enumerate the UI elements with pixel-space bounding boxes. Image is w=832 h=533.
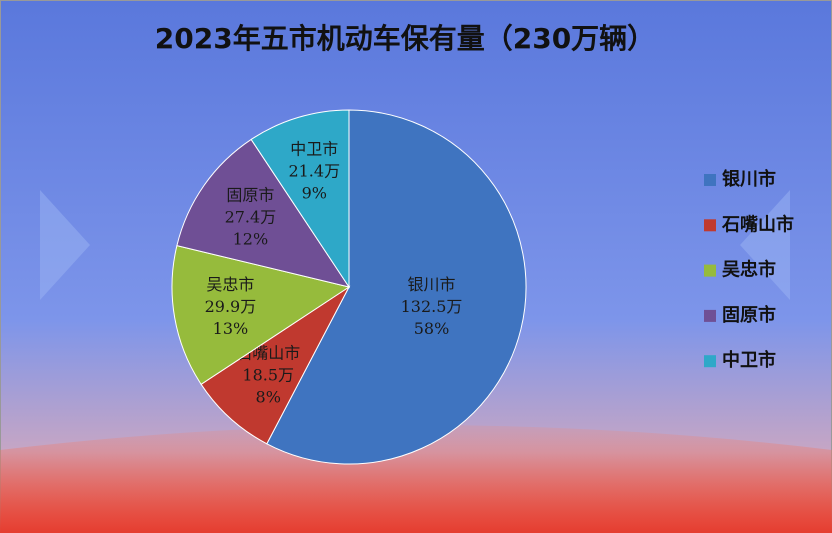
pie-slice [200, 285, 351, 445]
slice-name: 固原市 [226, 185, 274, 204]
legend-label: 石嘴山市 [721, 213, 794, 235]
slice-value: 18.5万 [242, 366, 294, 385]
legend-swatch [704, 355, 716, 368]
legend-label: 中卫市 [722, 349, 776, 371]
slice-name: 吴忠市 [206, 275, 254, 294]
slice-value: 27.4万 [225, 207, 277, 226]
pie-slice [266, 109, 527, 465]
slice-percent: 9% [302, 183, 327, 202]
pie-slice [250, 109, 350, 289]
slice-name: 中卫市 [290, 139, 338, 158]
slice-percent: 12% [233, 229, 269, 248]
legend-swatch [704, 264, 716, 277]
legend-swatch [704, 174, 716, 186]
slice-percent: 13% [213, 319, 249, 338]
slice-percent: 58% [414, 319, 450, 338]
legend-swatch [704, 219, 716, 232]
slice-value: 21.4万 [288, 161, 340, 180]
pie-slice [171, 245, 351, 385]
slice-percent: 8% [256, 388, 281, 407]
decor-band [0, 425, 832, 533]
slice-name: 银川市 [407, 275, 455, 294]
pie-slice [176, 138, 351, 288]
legend-label: 固原市 [722, 304, 776, 326]
legend-label: 吴忠市 [722, 259, 776, 281]
legend-swatch [704, 309, 716, 322]
legend-label: 银川市 [722, 168, 776, 190]
chart-title: 2023年五市机动车保有量（230万辆） [155, 22, 655, 55]
slice-value: 29.9万 [205, 297, 257, 316]
slice-value: 132.5万 [401, 297, 463, 316]
